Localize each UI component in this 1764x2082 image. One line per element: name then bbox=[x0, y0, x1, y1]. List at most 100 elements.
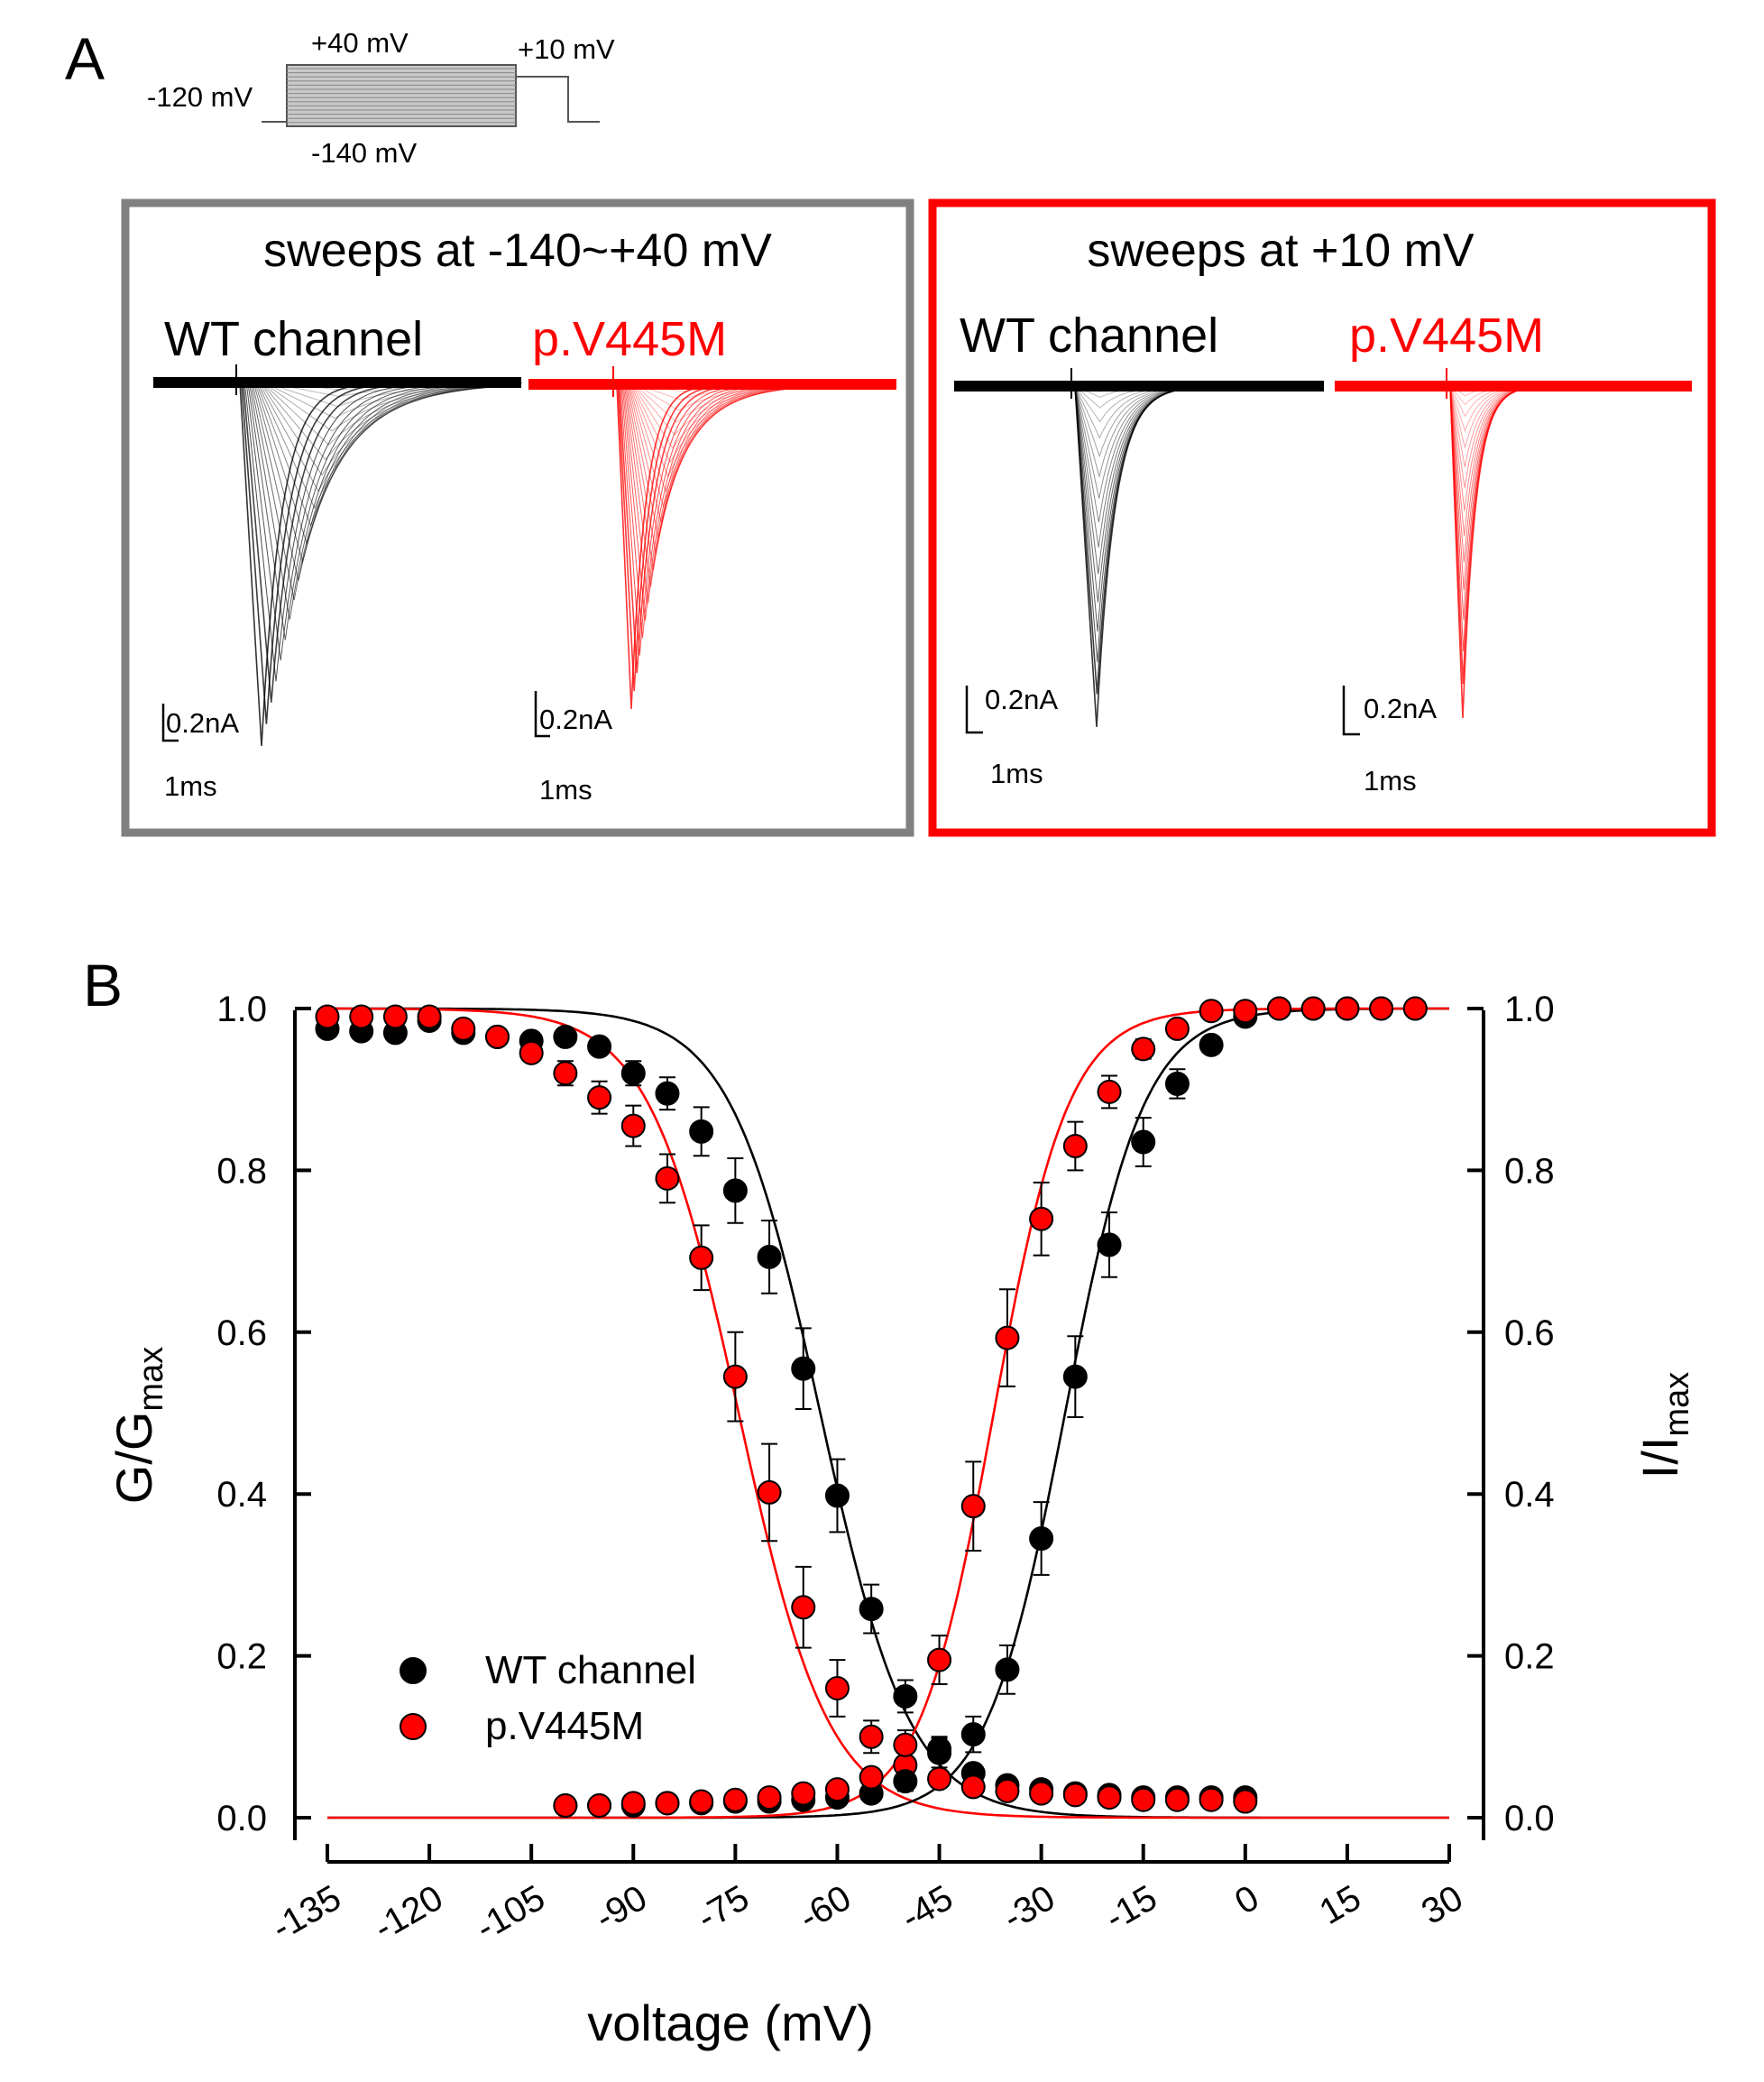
data-point bbox=[1369, 996, 1394, 1021]
y-tick-label-right: 0.8 bbox=[1504, 1151, 1555, 1191]
data-point bbox=[927, 1740, 952, 1765]
data-point bbox=[757, 1785, 782, 1810]
data-point bbox=[655, 1081, 680, 1106]
baseline-noise-band bbox=[153, 377, 521, 388]
current-sweep-trace bbox=[528, 383, 897, 522]
current-sweep-trace bbox=[1335, 385, 1693, 536]
data-point bbox=[927, 1647, 952, 1672]
chart-b: 0.0 0.2 0.4 0.6 0.8 1.0 0.0 0.2 0.4 0.6 0.8 1.0 -1… bbox=[106, 990, 1696, 2051]
y-tick-label-left: 0.0 bbox=[216, 1799, 267, 1838]
y-axis-right-label-main: I/I bbox=[1631, 1437, 1688, 1479]
data-point bbox=[960, 1774, 986, 1800]
data-point bbox=[995, 1778, 1020, 1803]
current-sweep-trace bbox=[528, 383, 897, 639]
baseline-noise-band bbox=[954, 381, 1324, 392]
voltage-protocol: -120 mV +40 mV -140 mV +10 mV bbox=[147, 27, 615, 169]
traces-left-mut bbox=[528, 366, 897, 710]
y-axis-left-label-main: G/G bbox=[106, 1412, 162, 1505]
y-axis-left-label: G/Gmax bbox=[106, 1347, 170, 1504]
data-point bbox=[893, 1769, 918, 1794]
fit-curve bbox=[327, 1007, 1449, 1819]
data-point bbox=[655, 1165, 680, 1191]
y-tick-label-left: 0.8 bbox=[216, 1151, 267, 1191]
y-tick-label-left: 1.0 bbox=[216, 990, 267, 1029]
y-tick-label-right: 0.6 bbox=[1504, 1313, 1555, 1353]
scale-current-left-wt: 0.2nA bbox=[166, 707, 239, 739]
data-point bbox=[791, 1781, 816, 1806]
current-sweep-trace bbox=[528, 383, 897, 710]
box-left-mut-label: p.V445M bbox=[532, 312, 727, 366]
data-point bbox=[519, 1040, 544, 1065]
data-point bbox=[1097, 1079, 1122, 1104]
x-tick-label: 30 bbox=[1415, 1878, 1470, 1932]
current-sweep-trace bbox=[153, 382, 522, 601]
data-point bbox=[757, 1479, 782, 1505]
box-left-title: sweeps at -140~+40 mV bbox=[263, 225, 772, 277]
x-tick-label: -75 bbox=[691, 1878, 756, 1939]
current-sweep-trace bbox=[153, 382, 522, 446]
legend: WT channel p.V445M bbox=[400, 1648, 696, 1748]
current-sweep-trace bbox=[153, 382, 522, 640]
x-tick-label: -90 bbox=[589, 1878, 654, 1939]
fit-curve bbox=[327, 1007, 1449, 1819]
data-point bbox=[620, 1061, 646, 1086]
current-sweep-trace bbox=[153, 382, 522, 703]
data-point bbox=[824, 1777, 850, 1802]
data-point bbox=[722, 1178, 748, 1203]
y-axis-right-label: I/Imax bbox=[1631, 1372, 1696, 1479]
traces-left-wt bbox=[153, 364, 522, 747]
x-ticks: -135 -120 -105 -90 -75 -60 -45 -30 -15 0 15 30 bbox=[265, 1844, 1470, 1948]
current-sweep-trace bbox=[1335, 385, 1693, 563]
data-point bbox=[1029, 1781, 1054, 1806]
data-point bbox=[587, 1793, 612, 1819]
y-tick-label-right: 1.0 bbox=[1504, 990, 1555, 1029]
data-point bbox=[1164, 1016, 1190, 1041]
data-point bbox=[349, 1004, 374, 1029]
legend-label-mut: p.V445M bbox=[485, 1704, 644, 1748]
data-point bbox=[587, 1034, 612, 1059]
data-point bbox=[824, 1675, 850, 1700]
scale-time-right-mut: 1ms bbox=[1364, 765, 1417, 797]
fit-curve bbox=[327, 1007, 1449, 1819]
protocol-bottom-label: -140 mV bbox=[311, 137, 417, 169]
current-sweep-trace bbox=[1335, 385, 1693, 651]
fit-curve bbox=[327, 1007, 1449, 1819]
data-point bbox=[689, 1119, 714, 1144]
current-sweep-trace bbox=[1335, 385, 1693, 685]
data-point bbox=[1267, 996, 1292, 1021]
data-point bbox=[1131, 1129, 1156, 1155]
data-point bbox=[620, 1791, 646, 1816]
data-point bbox=[1199, 1787, 1224, 1812]
data-point bbox=[1199, 1032, 1224, 1057]
current-sweep-trace bbox=[528, 383, 897, 622]
data-point bbox=[1164, 1071, 1190, 1096]
current-sweep-trace bbox=[954, 385, 1325, 458]
current-sweep-trace bbox=[153, 382, 522, 661]
box-left bbox=[121, 198, 914, 837]
data-point bbox=[1335, 996, 1360, 1021]
data-point bbox=[587, 1085, 612, 1110]
data-point bbox=[859, 1597, 884, 1622]
box-right-wt-label: WT channel bbox=[960, 309, 1218, 363]
fit-curves bbox=[327, 1007, 1449, 1819]
data-point bbox=[722, 1364, 748, 1389]
scale-bar-left-mut bbox=[534, 691, 550, 738]
x-tick-label: -30 bbox=[997, 1878, 1061, 1939]
box-right-title: sweeps at +10 mV bbox=[1087, 225, 1475, 277]
data-point bbox=[859, 1764, 884, 1790]
x-tick-label: -45 bbox=[895, 1878, 960, 1939]
data-point bbox=[722, 1787, 748, 1812]
data-point bbox=[1029, 1206, 1054, 1231]
current-sweep-trace bbox=[954, 385, 1325, 548]
data-points bbox=[315, 996, 1428, 1819]
scale-time-left-wt: 1ms bbox=[164, 770, 217, 802]
x-tick-label: -60 bbox=[793, 1878, 858, 1939]
scale-current-right-mut: 0.2nA bbox=[1364, 693, 1437, 724]
data-point bbox=[553, 1024, 578, 1049]
panel-b-label: B bbox=[83, 952, 123, 1018]
data-point bbox=[1062, 1133, 1088, 1158]
data-point bbox=[791, 1356, 816, 1381]
y-tick-label-right: 0.2 bbox=[1504, 1637, 1555, 1677]
data-point bbox=[1062, 1783, 1088, 1808]
